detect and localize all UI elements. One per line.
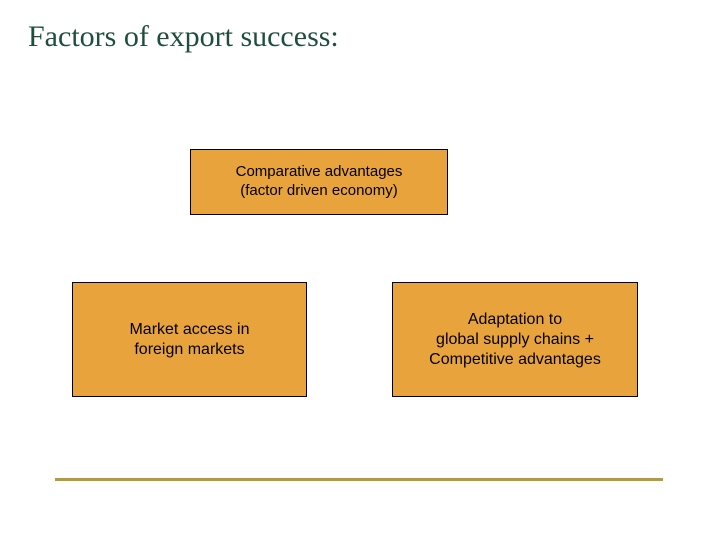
box-right-line2: global supply chains + [436,331,594,348]
box-adaptation: Adaptation to global supply chains + Com… [392,282,638,397]
box-left-line1: Market access in [129,321,249,338]
box-top-line2: (factor driven economy) [240,182,398,199]
box-adaptation-text: Adaptation to global supply chains + Com… [429,310,601,370]
box-left-line2: foreign markets [134,341,244,358]
box-right-line3: Competitive advantages [429,351,601,368]
box-market-access: Market access in foreign markets [72,282,307,397]
box-top-line1: Comparative advantages [236,163,403,180]
box-comparative-advantages: Comparative advantages (factor driven ec… [190,149,448,215]
box-market-access-text: Market access in foreign markets [129,320,249,360]
box-comparative-advantages-text: Comparative advantages (factor driven ec… [236,163,403,201]
page-title: Factors of export success: [28,20,339,54]
box-right-line1: Adaptation to [468,311,562,328]
footer-divider [55,478,663,481]
